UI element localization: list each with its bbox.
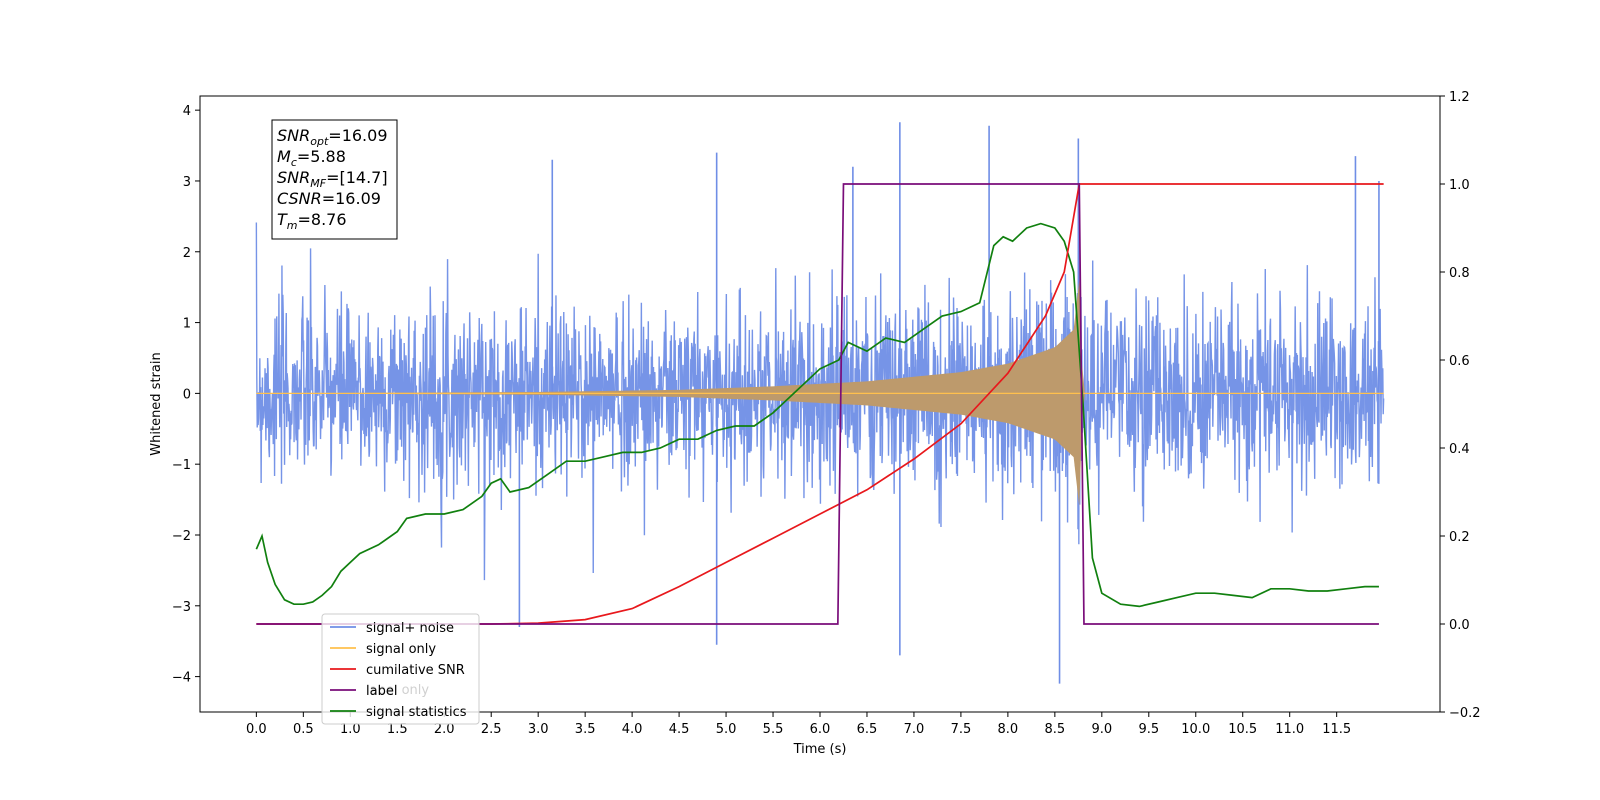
x-tick-label: 7.0 (904, 722, 925, 737)
legend-entry-label: signal only (366, 642, 436, 657)
x-tick-label: 6.0 (810, 722, 831, 737)
x-tick-label: 10.0 (1181, 722, 1210, 737)
x-tick-label: 0.0 (246, 722, 267, 737)
x-tick-label: 3.5 (575, 722, 596, 737)
x-tick-label: 9.5 (1138, 722, 1159, 737)
annotation-line: SNRopt=16.09 (277, 126, 388, 148)
x-tick-label: 5.5 (763, 722, 784, 737)
x-tick-label: 4.0 (622, 722, 643, 737)
y-right-tick-label: −0.2 (1449, 706, 1481, 721)
annotation-line: Tm=8.76 (277, 210, 347, 232)
x-tick-label: 8.5 (1045, 722, 1066, 737)
annotation-line: Mc=5.88 (277, 147, 346, 169)
y-left-tick-label: 4 (183, 104, 191, 119)
legend-entry-label: cumilative SNR (366, 663, 465, 678)
y-axis-left-ticks: 4 3 2 1 0 −1 −2 −3 −4 (172, 104, 200, 686)
y-left-tick-label: 2 (183, 246, 191, 261)
signal-plus-noise-line (255, 222, 1385, 581)
x-axis-ticks: 0.0 0.5 1.0 1.5 2.0 2.5 3.0 3.5 4.0 4.5 5.0 5.5 6.0 6… (246, 712, 1351, 737)
y-right-tick-label: 0.4 (1449, 442, 1470, 457)
x-tick-label: 2.5 (481, 722, 502, 737)
series-lines (255, 183, 1384, 625)
y-left-tick-label: −2 (172, 529, 191, 544)
x-tick-label: 8.0 (998, 722, 1019, 737)
y-right-tick-label: 0.6 (1449, 354, 1470, 369)
plot-area (255, 122, 1385, 684)
y-right-tick-label: 0.0 (1449, 618, 1470, 633)
x-tick-label: 6.5 (857, 722, 878, 737)
y-left-tick-label: 1 (183, 317, 191, 332)
legend-entry-label: signal+ noise (366, 621, 454, 636)
y-axis-label: Whitened strain (149, 352, 164, 455)
y-right-tick-label: 0.8 (1449, 266, 1470, 281)
y-left-tick-label: 0 (183, 387, 191, 402)
x-axis-label: Time (s) (793, 742, 847, 757)
x-tick-label: 3.0 (528, 722, 549, 737)
x-tick-label: 11.5 (1322, 722, 1351, 737)
y-left-tick-label: 3 (183, 175, 191, 190)
series-line-cumilative-snr (256, 183, 1384, 625)
x-tick-label: 9.0 (1091, 722, 1112, 737)
annotation-box: SNRopt=16.09Mc=5.88SNRMF=[14.7]CSNR=16.0… (271, 119, 398, 240)
y-left-tick-label: −4 (172, 671, 191, 686)
legend-entry-label: label (366, 684, 397, 699)
x-tick-label: 2.0 (434, 722, 455, 737)
y-right-tick-label: 1.2 (1449, 90, 1470, 105)
y-left-tick-label: −1 (172, 458, 191, 473)
annotation-line: SNRMF=[14.7] (277, 168, 388, 190)
y-right-tick-label: 0.2 (1449, 530, 1470, 545)
y-axis-right-ticks: 1.2 1.0 0.8 0.6 0.4 0.2 0.0 −0.2 (1440, 90, 1481, 721)
annotation-frame (271, 119, 398, 240)
x-tick-label: 7.5 (951, 722, 972, 737)
y-left-tick-label: −3 (172, 600, 191, 615)
series-line-signal-statistics (255, 222, 1379, 608)
x-tick-label: 10.5 (1228, 722, 1257, 737)
y-right-tick-label: 1.0 (1449, 178, 1470, 193)
series-signal-only (256, 280, 1384, 507)
legend: label only signal+ noise signal only cumila… (321, 613, 480, 725)
legend-frame (321, 613, 480, 725)
annotation-line: CSNR=16.09 (277, 189, 381, 208)
x-tick-label: 11.0 (1275, 722, 1304, 737)
x-tick-label: 1.0 (340, 722, 361, 737)
x-tick-label: 0.5 (293, 722, 314, 737)
x-tick-label: 1.5 (387, 722, 408, 737)
legend-hidden-text: label only (366, 683, 429, 698)
x-tick-label: 5.0 (716, 722, 737, 737)
legend-entry-label: signal statistics (366, 705, 467, 720)
series-line-label (256, 183, 1379, 625)
x-tick-label: 4.5 (669, 722, 690, 737)
